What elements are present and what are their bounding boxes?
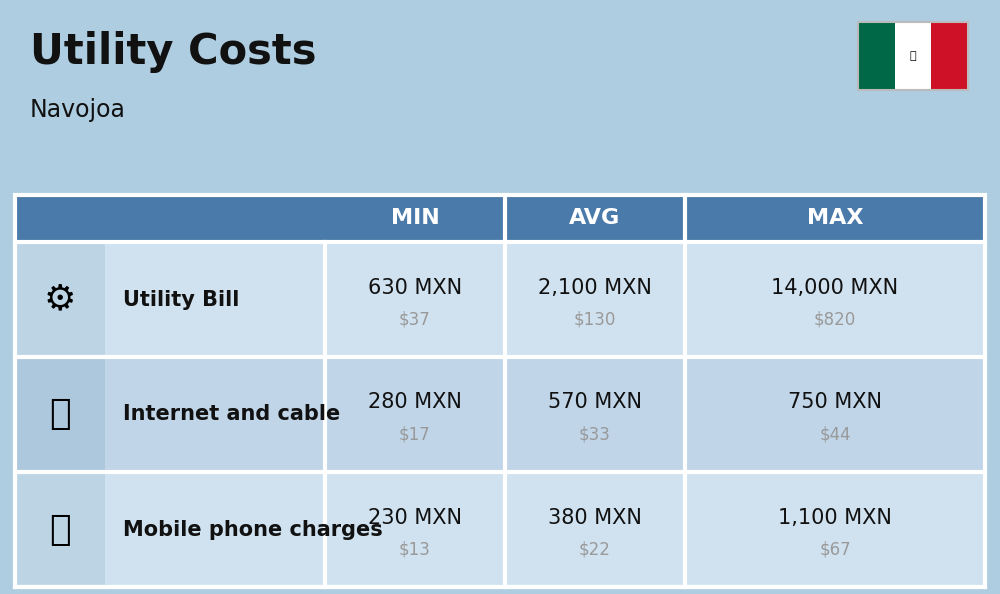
Text: Utility Costs: Utility Costs bbox=[30, 31, 316, 73]
Text: ⚙: ⚙ bbox=[44, 283, 76, 317]
Text: AVG: AVG bbox=[569, 208, 621, 229]
FancyBboxPatch shape bbox=[895, 22, 931, 90]
Text: MAX: MAX bbox=[807, 208, 863, 229]
FancyBboxPatch shape bbox=[15, 357, 105, 472]
Text: 230 MXN: 230 MXN bbox=[368, 507, 462, 527]
Text: 📱: 📱 bbox=[49, 513, 71, 546]
Text: Navojoa: Navojoa bbox=[30, 98, 126, 122]
Text: $17: $17 bbox=[399, 425, 431, 444]
Text: 🦅: 🦅 bbox=[910, 51, 916, 61]
Text: $44: $44 bbox=[819, 425, 851, 444]
FancyBboxPatch shape bbox=[15, 472, 105, 587]
Text: 280 MXN: 280 MXN bbox=[368, 393, 462, 412]
Text: $33: $33 bbox=[579, 425, 611, 444]
FancyBboxPatch shape bbox=[931, 22, 968, 90]
FancyBboxPatch shape bbox=[105, 472, 985, 587]
Text: $13: $13 bbox=[399, 541, 431, 558]
Text: 📡: 📡 bbox=[49, 397, 71, 431]
Text: $820: $820 bbox=[814, 311, 856, 328]
Text: 14,000 MXN: 14,000 MXN bbox=[771, 277, 899, 298]
Text: $22: $22 bbox=[579, 541, 611, 558]
Text: 570 MXN: 570 MXN bbox=[548, 393, 642, 412]
Text: 750 MXN: 750 MXN bbox=[788, 393, 882, 412]
FancyBboxPatch shape bbox=[15, 242, 105, 357]
Text: MIN: MIN bbox=[391, 208, 439, 229]
FancyBboxPatch shape bbox=[858, 22, 895, 90]
Text: 1,100 MXN: 1,100 MXN bbox=[778, 507, 892, 527]
FancyBboxPatch shape bbox=[105, 242, 985, 357]
FancyBboxPatch shape bbox=[105, 357, 985, 472]
Text: $130: $130 bbox=[574, 311, 616, 328]
Text: $37: $37 bbox=[399, 311, 431, 328]
Text: Internet and cable: Internet and cable bbox=[123, 405, 340, 425]
Text: Mobile phone charges: Mobile phone charges bbox=[123, 520, 383, 539]
Text: 380 MXN: 380 MXN bbox=[548, 507, 642, 527]
Text: 2,100 MXN: 2,100 MXN bbox=[538, 277, 652, 298]
Text: $67: $67 bbox=[819, 541, 851, 558]
Text: Utility Bill: Utility Bill bbox=[123, 289, 239, 309]
FancyBboxPatch shape bbox=[15, 195, 985, 242]
Text: 630 MXN: 630 MXN bbox=[368, 277, 462, 298]
